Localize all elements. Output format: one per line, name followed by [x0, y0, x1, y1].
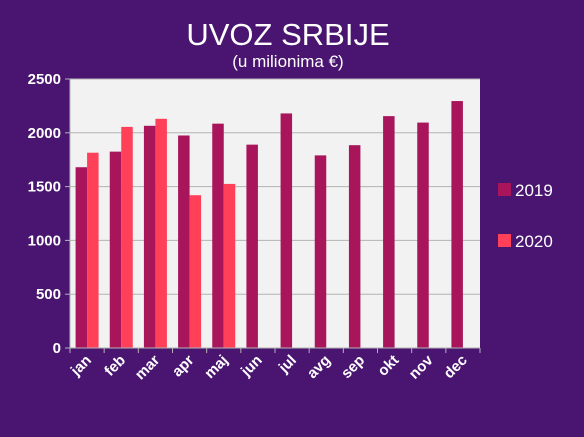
- legend-label-2019: 2019: [515, 181, 553, 200]
- x-tick-label: maj: [201, 352, 231, 382]
- legend-swatch-2020: [498, 234, 511, 247]
- chart-subtitle: (u milionima €): [232, 52, 343, 71]
- y-axis-ticks: 0 500 1000 1500 2000 2500: [28, 71, 70, 357]
- bar-2019-maj: [212, 123, 224, 349]
- legend: 2019 2020: [498, 181, 553, 251]
- bar-2020-feb: [121, 126, 133, 348]
- y-tick-label: 2000: [28, 125, 61, 142]
- bar-2020-jan: [87, 152, 99, 348]
- x-tick-label: dec: [440, 352, 470, 382]
- x-tick-label: avg: [304, 352, 334, 382]
- bar-2020-mar: [155, 118, 167, 348]
- bar-2019-jun: [246, 144, 258, 348]
- x-tick-label: mar: [132, 352, 164, 384]
- y-tick-label: 1000: [28, 232, 61, 249]
- bar-2019-nov: [417, 122, 429, 348]
- y-tick-label: 0: [53, 340, 61, 357]
- x-tick-label: sep: [338, 352, 368, 382]
- x-tick-label: apr: [169, 352, 198, 381]
- bar-2019-feb: [109, 151, 122, 348]
- x-tick-label: okt: [374, 352, 402, 380]
- bar-2019-mar: [143, 125, 156, 348]
- bar-2019-jan: [75, 167, 88, 348]
- x-tick-label: jan: [67, 352, 95, 380]
- y-tick-label: 1500: [28, 179, 61, 196]
- legend-swatch-2019: [498, 183, 511, 196]
- x-axis-ticks: jan feb mar apr maj jun jul avg sep okt nov dec: [67, 348, 481, 384]
- bar-2019-sep: [348, 145, 361, 348]
- bar-2020-apr: [189, 195, 202, 348]
- x-tick-label: jun: [237, 352, 266, 381]
- bar-2020-maj: [223, 183, 236, 348]
- x-tick-label: feb: [101, 352, 129, 380]
- x-tick-label: jul: [275, 352, 300, 377]
- y-tick-label: 500: [36, 286, 61, 303]
- grid-lines: [70, 78, 480, 295]
- bars: [75, 101, 463, 349]
- bar-2019-dec: [451, 101, 463, 348]
- bar-2019-okt: [383, 116, 395, 348]
- plot-area: [70, 79, 480, 348]
- bar-2019-apr: [178, 135, 190, 348]
- bar-2019-jul: [280, 113, 293, 348]
- legend-label-2020: 2020: [515, 232, 553, 251]
- bar-2019-avg: [314, 155, 327, 348]
- chart-title: UVOZ SRBIJE: [186, 17, 389, 52]
- y-tick-label: 2500: [28, 71, 61, 88]
- x-tick-label: nov: [406, 351, 437, 382]
